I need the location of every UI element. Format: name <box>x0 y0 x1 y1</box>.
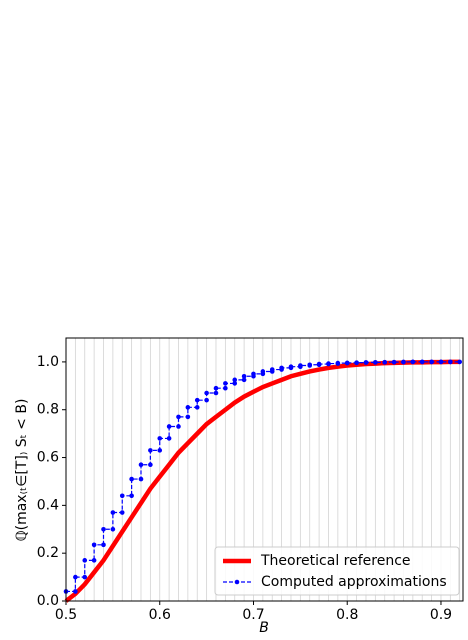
data-point <box>119 493 125 499</box>
data-point <box>194 397 200 403</box>
y-tick-label: 0.2 <box>37 545 59 561</box>
data-point <box>129 476 134 482</box>
data-point <box>138 462 144 468</box>
data-point <box>213 390 219 396</box>
y-tick-label: 1.0 <box>37 354 59 370</box>
data-point <box>232 377 238 383</box>
y-axis-label: ℚ(max₍ₜ∈[T]₎ Sₜ < B) <box>14 399 30 542</box>
data-point <box>82 574 88 580</box>
data-point <box>288 364 294 369</box>
x-tick-label: 0.5 <box>55 607 77 623</box>
data-point <box>119 510 125 515</box>
data-point <box>185 405 191 410</box>
data-point <box>101 526 106 532</box>
legend: Theoretical reference Computed approximat… <box>214 546 460 596</box>
data-point <box>457 359 463 365</box>
data-point <box>194 405 200 410</box>
legend-marker <box>234 579 240 585</box>
plot-frame <box>65 337 464 602</box>
data-point <box>382 359 388 365</box>
data-point <box>204 397 209 403</box>
y-tick-label: 0.0 <box>37 593 59 609</box>
x-tick-label: 0.8 <box>336 607 358 623</box>
x-tick-label: 0.9 <box>430 607 452 623</box>
data-point <box>166 436 172 441</box>
data-point <box>448 359 453 365</box>
data-point <box>419 359 425 365</box>
data-point <box>410 359 416 365</box>
data-point <box>157 448 163 453</box>
data-point <box>251 371 256 377</box>
x-tick-label: 0.6 <box>149 607 171 623</box>
data-point <box>223 381 228 386</box>
data-point <box>429 359 434 365</box>
data-point <box>307 362 313 368</box>
data-point <box>91 558 97 563</box>
data-point <box>279 365 284 371</box>
data-point <box>316 361 322 367</box>
data-point <box>344 360 350 366</box>
data-point <box>241 373 247 379</box>
data-point <box>73 574 78 580</box>
data-point <box>157 436 163 441</box>
data-point <box>138 476 144 482</box>
data-point <box>82 558 88 563</box>
data-point <box>401 359 406 365</box>
x-tick-label: 0.7 <box>242 607 264 623</box>
legend-label: Computed approximations <box>261 574 447 590</box>
data-point <box>298 363 303 368</box>
data-point <box>213 385 219 391</box>
data-point <box>241 377 247 383</box>
data-point <box>269 367 275 372</box>
data-point <box>129 493 134 499</box>
data-point <box>391 359 397 365</box>
data-point <box>232 381 238 386</box>
data-point <box>148 462 153 468</box>
data-point <box>223 385 228 391</box>
data-point <box>73 589 78 594</box>
y-tick-label: 0.6 <box>37 450 59 466</box>
data-point <box>260 369 266 374</box>
data-point <box>91 542 97 548</box>
legend-box <box>214 546 460 596</box>
data-point <box>176 414 181 420</box>
y-tick-label: 0.4 <box>37 497 59 513</box>
data-point <box>373 360 378 365</box>
data-point <box>185 414 191 420</box>
data-point <box>110 510 116 515</box>
data-point <box>363 360 369 365</box>
x-axis-label: B <box>259 620 269 636</box>
data-point <box>166 424 172 429</box>
data-point <box>438 359 444 365</box>
data-point <box>101 542 106 548</box>
data-point <box>204 390 209 396</box>
data-point <box>148 448 153 453</box>
data-point <box>326 361 331 366</box>
data-point <box>176 424 181 429</box>
data-point <box>354 360 359 365</box>
data-point <box>335 360 341 366</box>
legend-label: Theoretical reference <box>260 553 411 569</box>
data-point <box>110 526 116 532</box>
y-tick-label: 0.8 <box>37 402 59 418</box>
